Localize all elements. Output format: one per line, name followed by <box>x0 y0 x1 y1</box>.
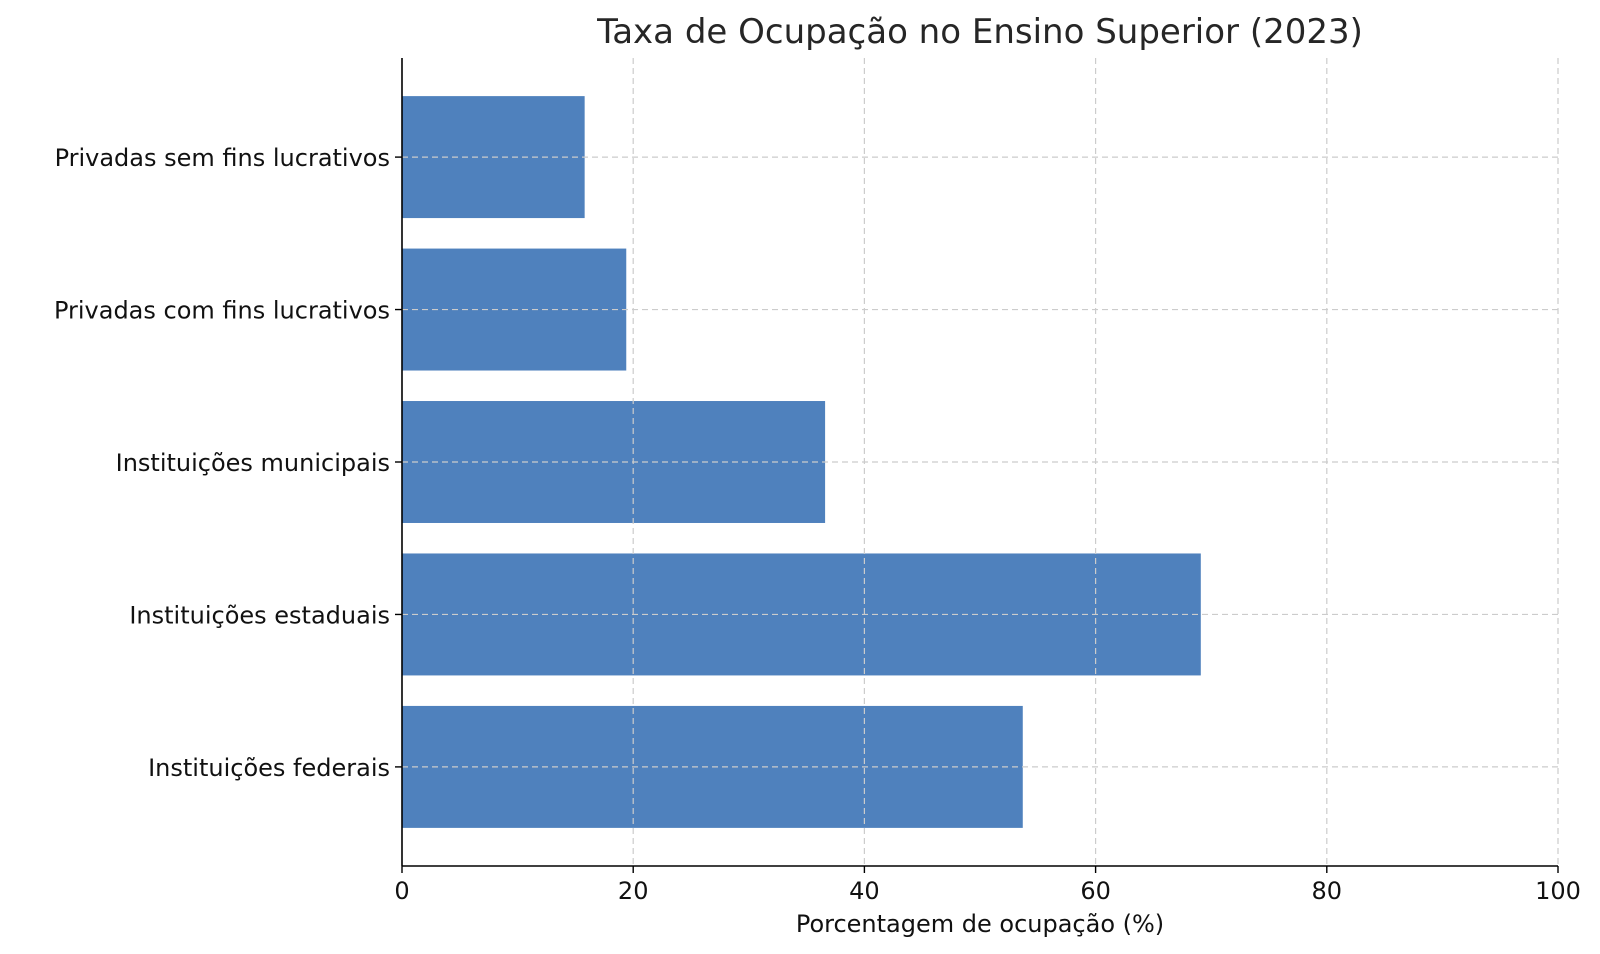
x-tick-label-5: 100 <box>1535 877 1581 905</box>
chart-title: Taxa de Ocupação no Ensino Superior (202… <box>596 12 1363 52</box>
x-tick-label-3: 60 <box>1080 877 1111 905</box>
category-label-3: Privadas com fins lucrativos <box>54 297 390 325</box>
category-label-4: Privadas sem fins lucrativos <box>55 144 390 172</box>
x-tick-label-1: 20 <box>618 877 649 905</box>
tick-labels: 0 20 40 60 80 100 Instituições federais Institu… <box>54 144 1581 905</box>
x-tick-label-2: 40 <box>849 877 880 905</box>
bars <box>402 96 1201 828</box>
category-label-0: Instituições federais <box>148 754 390 782</box>
x-tick-label-4: 80 <box>1312 877 1343 905</box>
grid-lines <box>402 58 1559 866</box>
bar-1 <box>402 553 1201 676</box>
axes <box>395 58 1559 873</box>
category-label-1: Instituições estaduais <box>129 601 390 629</box>
x-axis-label: Porcentagem de ocupação (%) <box>796 910 1164 938</box>
x-tick-label-0: 0 <box>394 877 409 905</box>
category-label-2: Instituições municipais <box>116 449 390 477</box>
